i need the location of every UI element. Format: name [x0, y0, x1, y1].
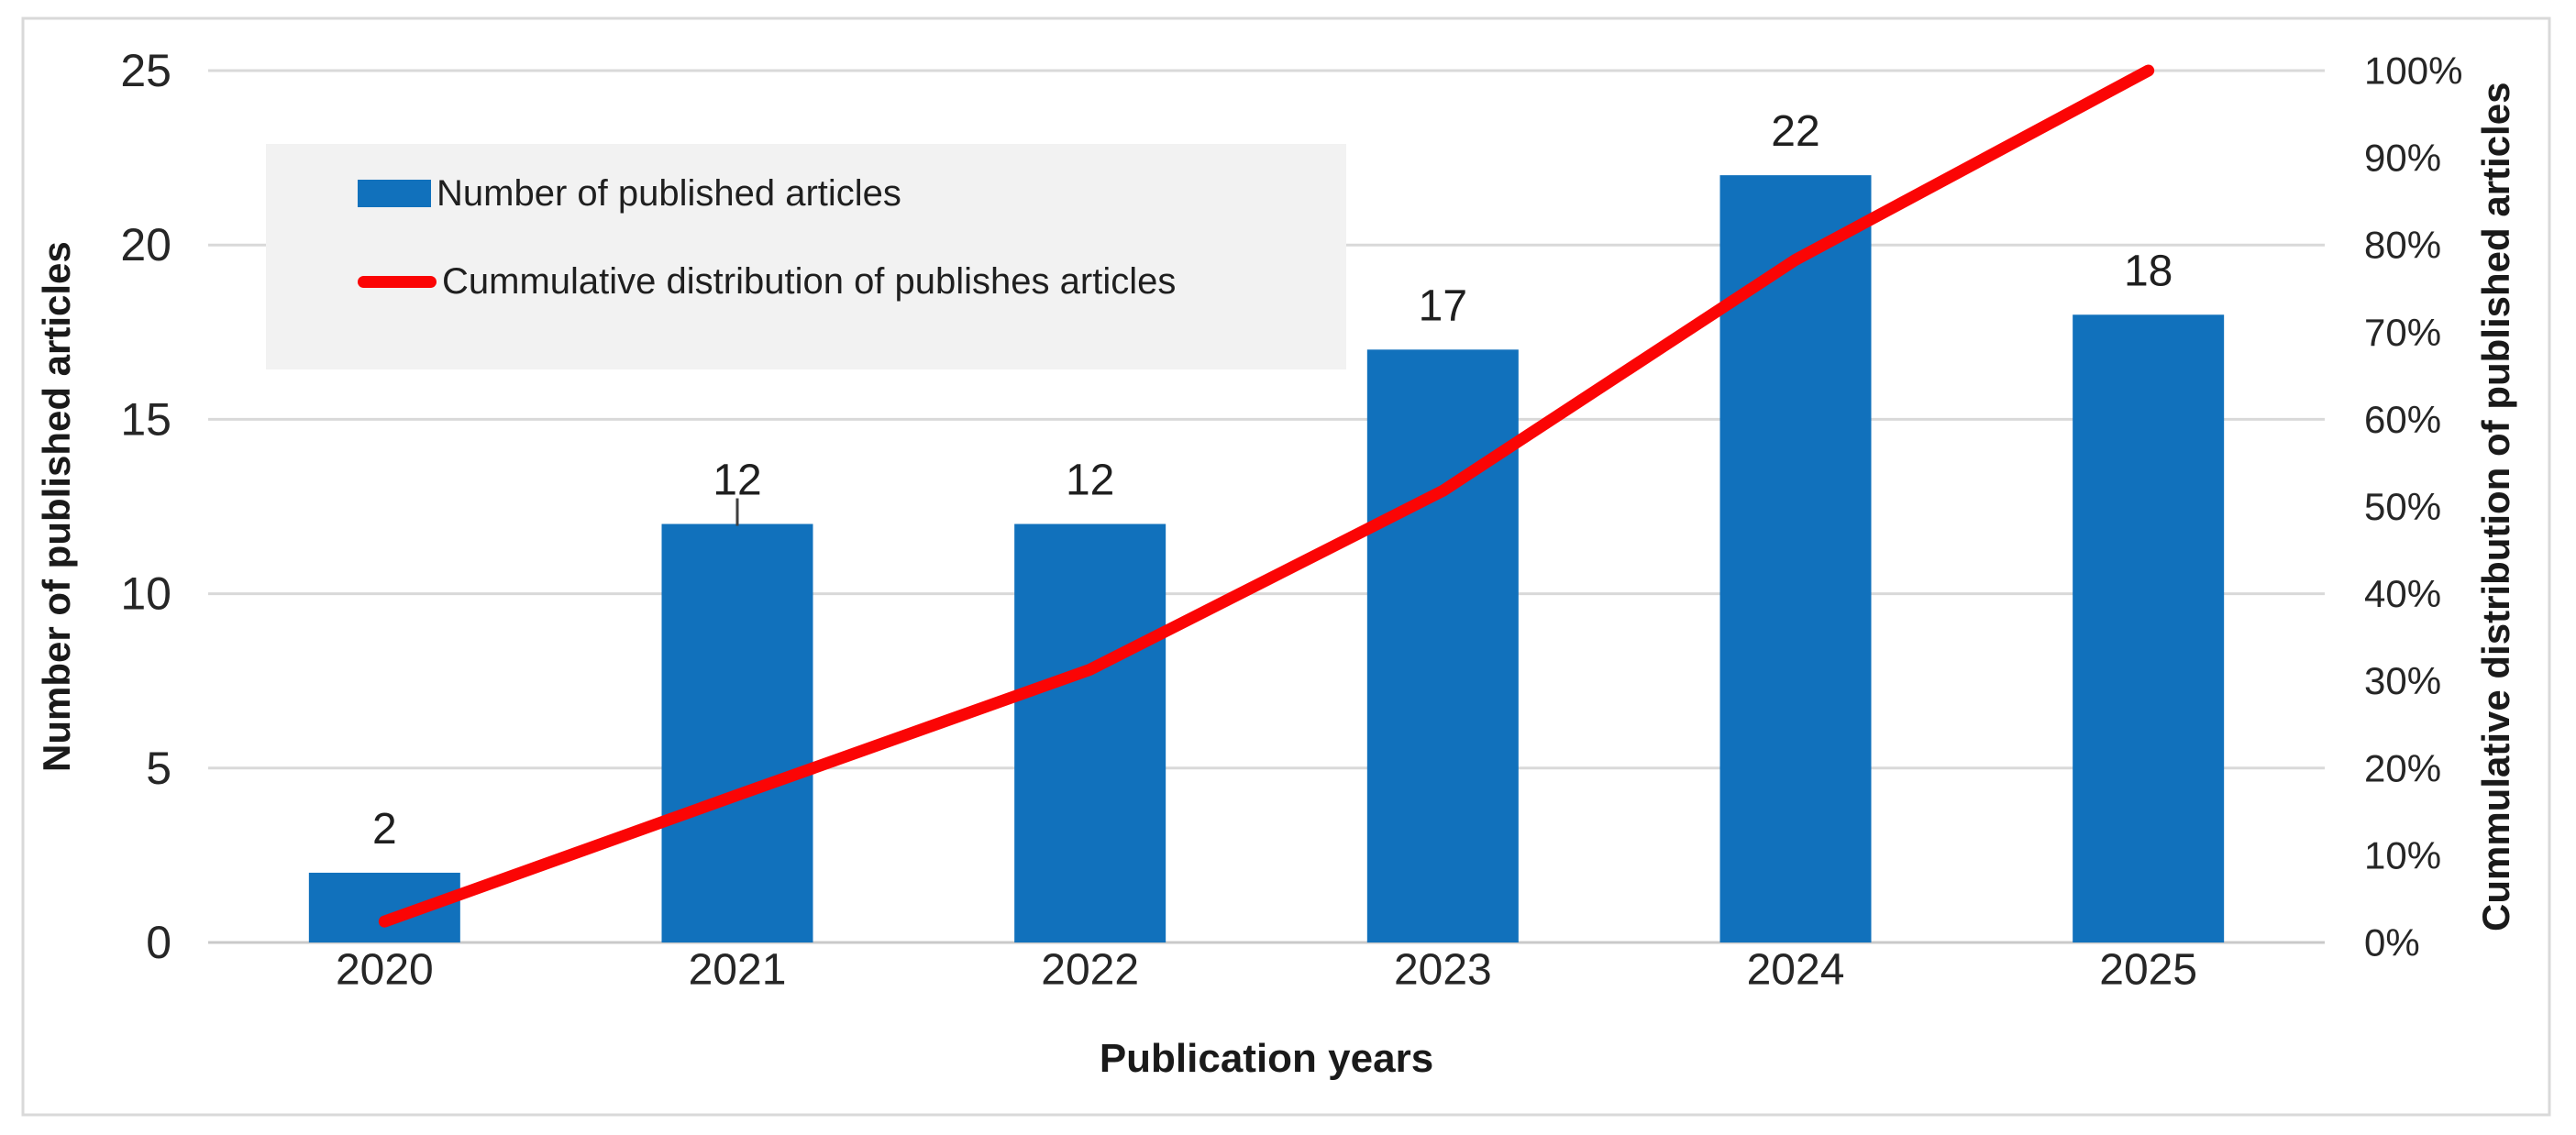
legend: Number of published articles Cummulative…: [266, 144, 1346, 369]
right-tick-100: 100%: [2364, 50, 2462, 93]
x-tick-2023: 2023: [1394, 946, 1492, 995]
data-label-2023: 17: [1419, 281, 1467, 330]
right-tick-10: 10%: [2364, 833, 2441, 876]
left-tick-20: 20: [120, 219, 171, 270]
bar-2024: [1719, 175, 1872, 942]
left-tick-0: 0: [146, 917, 171, 968]
x-tick-2020: 2020: [336, 946, 434, 995]
data-label-2024: 22: [1771, 107, 1819, 156]
bar-2025: [2073, 314, 2225, 942]
x-tick-2021: 2021: [689, 946, 787, 995]
right-tick-90: 90%: [2364, 137, 2441, 180]
right-tick-80: 80%: [2364, 224, 2441, 267]
right-tick-60: 60%: [2364, 398, 2441, 441]
left-tick-10: 10: [120, 568, 171, 620]
legend-label-line: Cummulative distribution of publishes ar…: [442, 260, 1177, 302]
right-tick-30: 30%: [2364, 659, 2441, 702]
bar-2021: [661, 523, 813, 942]
x-tick-2022: 2022: [1041, 946, 1139, 995]
legend-entry-line: Cummulative distribution of publishes ar…: [358, 256, 1346, 307]
legend-label-bars: Number of published articles: [437, 172, 901, 214]
left-axis-title: Number of published articles: [35, 241, 78, 772]
bar-series-swatch: [358, 180, 431, 207]
right-tick-20: 20%: [2364, 746, 2441, 789]
left-tick-25: 25: [120, 45, 171, 96]
right-tick-0: 0%: [2364, 921, 2420, 964]
data-label-2022: 12: [1066, 457, 1114, 505]
cumulative-line: [378, 64, 2155, 928]
line-series-swatch: [358, 275, 437, 288]
data-label-2025: 18: [2124, 247, 2172, 295]
x-tick-2025: 2025: [2099, 946, 2197, 995]
right-tick-70: 70%: [2364, 311, 2441, 354]
right-tick-40: 40%: [2364, 572, 2441, 615]
bar-2022: [1014, 523, 1166, 942]
x-tick-2024: 2024: [1747, 946, 1845, 995]
data-label-2021: 12: [713, 457, 761, 505]
right-axis-title: Cummulative distribution of published ar…: [2474, 82, 2517, 931]
data-label-2020: 2: [372, 805, 397, 854]
bar-2023: [1366, 349, 1519, 942]
left-tick-5: 5: [146, 743, 171, 794]
left-tick-15: 15: [120, 393, 171, 445]
legend-entry-bars: Number of published articles: [358, 168, 1346, 219]
x-axis-title: Publication years: [1099, 1036, 1434, 1081]
figure-border: [21, 17, 2551, 1117]
right-tick-50: 50%: [2364, 485, 2441, 528]
